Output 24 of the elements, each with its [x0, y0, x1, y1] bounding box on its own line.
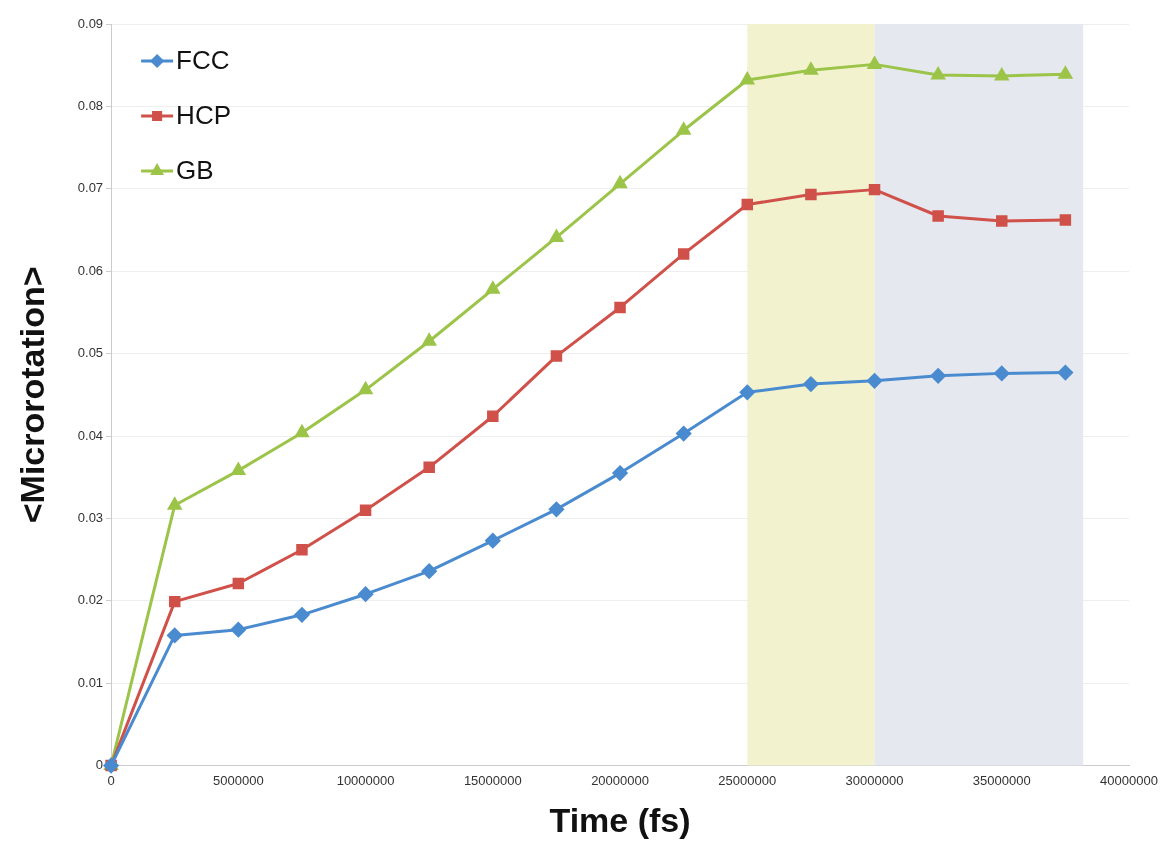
- y-tick-label: 0.05: [77, 345, 104, 361]
- x-tick-label: 15000000: [463, 772, 522, 788]
- y-tick-label: 0.04: [77, 427, 104, 443]
- y-tick-label: 0.06: [77, 262, 104, 278]
- y-tick-label: 0: [95, 757, 104, 773]
- legend-label: FCC: [176, 45, 230, 76]
- x-tick-label: 30000000: [845, 772, 904, 788]
- x-tick-label: 20000000: [591, 772, 649, 788]
- legend-label: GB: [176, 155, 214, 186]
- y-tick-label: 0.07: [77, 180, 104, 196]
- y-tick-label: 0.08: [77, 97, 104, 113]
- x-tick-label: 5000000: [213, 772, 264, 788]
- y-axis-title: <Microrotation>: [12, 266, 51, 524]
- y-tick-label: 0.09: [77, 15, 104, 31]
- x-tick-label: 25000000: [718, 772, 777, 788]
- x-tick-label: 10000000: [336, 772, 395, 788]
- legend-label: HCP: [176, 100, 232, 131]
- x-tick-label: 40000000: [1100, 772, 1158, 788]
- x-axis-title: Time (fs): [549, 800, 691, 839]
- y-tick-label: 0.03: [77, 509, 104, 525]
- x-tick-label: 0: [107, 772, 115, 788]
- y-tick-label: 0.02: [77, 592, 104, 608]
- x-tick-label: 35000000: [972, 772, 1031, 788]
- y-tick-label: 0.01: [77, 674, 104, 690]
